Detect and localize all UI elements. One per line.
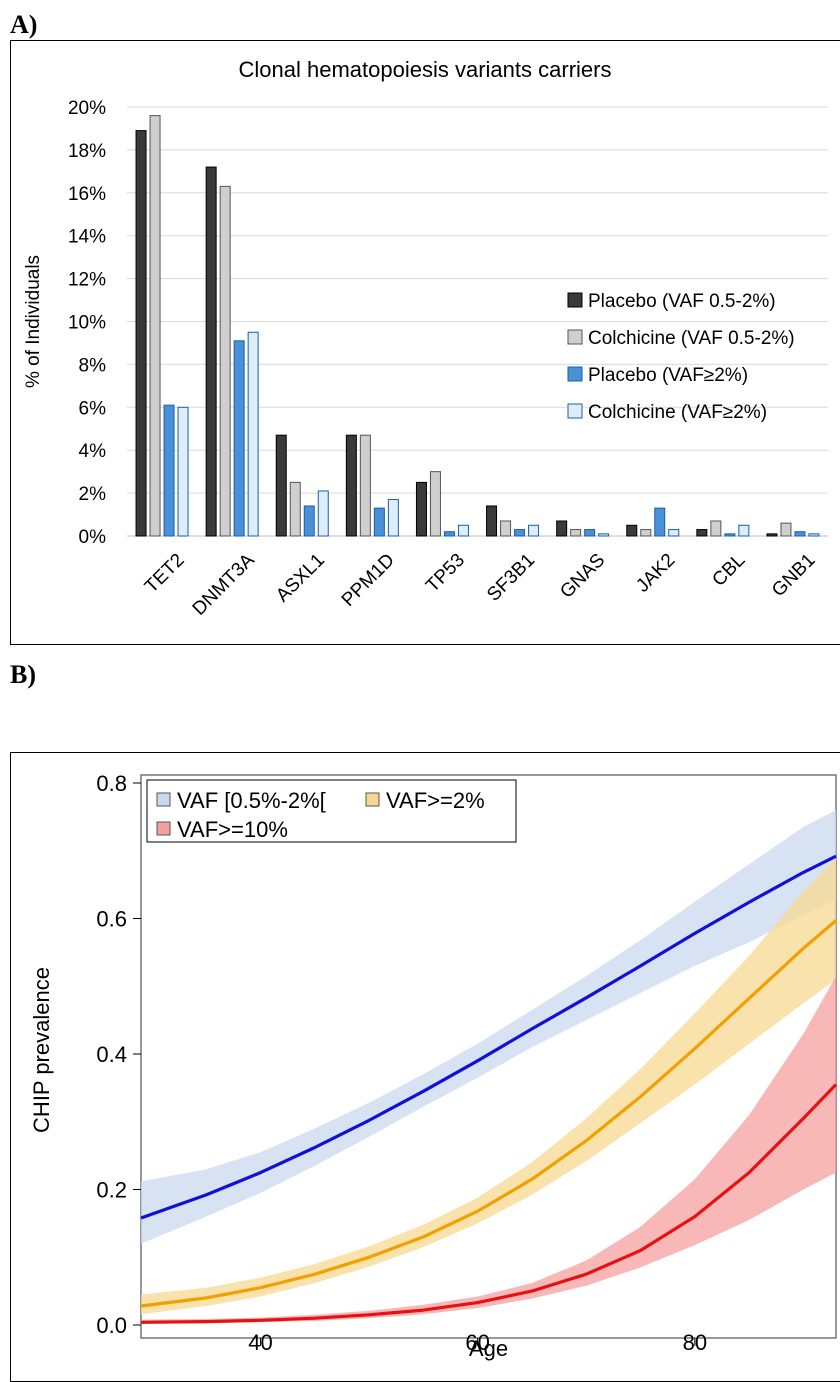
bar-tp53-series-2	[443, 531, 455, 537]
legend-swatch	[156, 792, 171, 807]
bar-tp53-series-3	[457, 524, 469, 537]
y-tick-label: 14%	[68, 227, 106, 248]
bar-ppm1d-series-3	[387, 499, 399, 537]
y-tick-label: 0.0	[96, 1313, 127, 1338]
x-tick-label: 60	[465, 1330, 489, 1355]
bar-sf3b1-series-3	[528, 524, 540, 537]
bar-gnas-series-3	[598, 533, 610, 537]
y-tick-label: 18%	[68, 141, 106, 162]
bar-gnb1-series-3	[808, 533, 820, 537]
legend-swatch	[567, 403, 583, 419]
y-tick-label: 10%	[68, 313, 106, 334]
confidence-band-series-0	[141, 810, 836, 1244]
bar-jak2-series-2	[654, 507, 666, 537]
bar-ppm1d-series-0	[345, 434, 357, 537]
bar-asxl1-series-0	[275, 434, 287, 537]
legend-swatch	[567, 366, 583, 382]
bar-tet2-series-3	[177, 406, 189, 537]
panel-a-label: A)	[10, 10, 38, 39]
legend-label: Placebo (VAF 0.5-2%)	[588, 291, 776, 312]
bar-dnmt3a-series-3	[247, 331, 259, 537]
bar-jak2-series-1	[640, 529, 652, 537]
bar-asxl1-series-2	[303, 505, 315, 537]
y-axis-label: % of Individuals	[23, 255, 44, 388]
bar-jak2-series-3	[668, 529, 680, 537]
y-tick-label: 0%	[79, 527, 107, 548]
line-series-2	[140, 1083, 838, 1324]
bar-gnb1-series-0	[766, 533, 778, 537]
legend-label: VAF>=2%	[386, 788, 485, 813]
y-tick-label: 20%	[68, 98, 106, 119]
y-tick-label: 0.8	[96, 771, 127, 796]
bar-dnmt3a-series-1	[219, 185, 231, 537]
y-tick-label: 0.6	[96, 907, 127, 932]
legend-swatch	[365, 792, 380, 807]
line-series-0	[140, 854, 837, 1220]
bar-ppm1d-series-2	[373, 507, 385, 537]
y-tick-label: 6%	[79, 398, 107, 419]
bar-cbl-series-0	[696, 529, 708, 537]
y-tick-label: 16%	[68, 184, 106, 205]
y-axis-label: CHIP prevalence	[29, 967, 54, 1133]
legend-label: VAF>=10%	[177, 817, 288, 842]
legend-swatch	[156, 821, 171, 836]
bar-sf3b1-series-1	[500, 520, 512, 537]
y-tick-label: 12%	[68, 270, 106, 291]
line-series-1	[140, 919, 838, 1308]
y-tick-label: 0.4	[96, 1042, 127, 1067]
bar-tet2-series-1	[149, 115, 161, 537]
bar-asxl1-series-1	[289, 481, 301, 537]
bar-sf3b1-series-0	[486, 505, 498, 537]
bar-gnas-series-1	[570, 529, 582, 537]
bar-cbl-series-2	[724, 533, 736, 537]
panel-b-label: B)	[10, 660, 36, 689]
bar-ppm1d-series-1	[359, 434, 371, 537]
legend-label: Placebo (VAF≥2%)	[588, 365, 748, 386]
bar-gnas-series-2	[584, 529, 596, 537]
bar-jak2-series-0	[626, 524, 638, 537]
bar-dnmt3a-series-2	[233, 340, 245, 537]
legend-label: Colchicine (VAF 0.5-2%)	[588, 328, 795, 349]
bar-chart-frame	[10, 40, 840, 645]
bar-tp53-series-0	[415, 481, 427, 537]
bar-chart: Clonal hematopoiesis variants carriers 0%…	[23, 57, 828, 620]
legend-box	[146, 779, 517, 843]
legend-label: Colchicine (VAF≥2%)	[588, 402, 767, 423]
bar-gnas-series-0	[556, 520, 568, 537]
bar-gnb1-series-1	[780, 522, 792, 537]
legend-label: VAF [0.5%-2%[	[177, 788, 326, 813]
y-tick-label: 0.2	[96, 1178, 127, 1203]
legend-swatch	[567, 292, 583, 308]
bar-sf3b1-series-2	[514, 529, 526, 537]
bar-cbl-series-1	[710, 520, 722, 537]
bar-tp53-series-1	[429, 471, 441, 537]
x-axis-label: Age	[469, 1336, 508, 1361]
legend-swatch	[567, 329, 583, 345]
y-tick-label: 8%	[79, 355, 107, 376]
x-tick-label: 80	[683, 1330, 707, 1355]
bar-tet2-series-0	[135, 130, 147, 537]
bar-dnmt3a-series-0	[205, 166, 217, 537]
bar-tet2-series-2	[163, 404, 175, 537]
bar-gnb1-series-2	[794, 531, 806, 537]
chart-title: Clonal hematopoiesis variants carriers	[239, 57, 612, 82]
y-tick-label: 2%	[79, 484, 107, 505]
bar-asxl1-series-3	[317, 490, 329, 537]
y-tick-label: 4%	[79, 441, 107, 462]
x-tick-label: 40	[248, 1330, 272, 1355]
bar-cbl-series-3	[738, 524, 750, 537]
